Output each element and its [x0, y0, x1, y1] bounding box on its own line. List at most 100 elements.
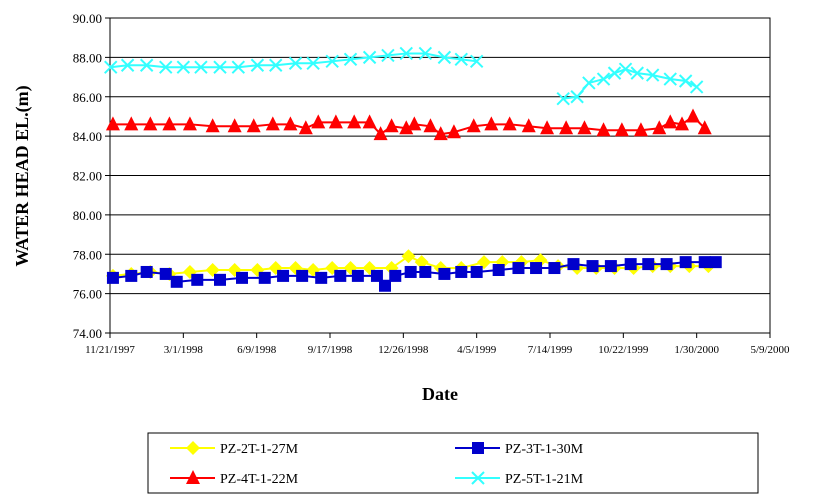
data-point: [162, 116, 177, 131]
data-point: [143, 116, 158, 131]
data-point: [548, 262, 561, 275]
data-point: [437, 50, 452, 65]
data-point: [159, 60, 173, 74]
data-point: [570, 90, 584, 104]
data-point: [679, 256, 692, 269]
data-point: [624, 258, 637, 271]
data-point: [698, 256, 711, 269]
data-point: [191, 273, 204, 286]
data-point: [384, 118, 399, 133]
data-point: [231, 60, 246, 74]
data-point: [470, 265, 483, 278]
data-point: [104, 60, 118, 74]
data-point: [159, 267, 172, 280]
data-point: [283, 116, 298, 131]
legend-label: PZ-2T-1-27M: [220, 442, 299, 457]
data-point: [176, 60, 191, 74]
y-axis-ticks: 74.00 76.00 78.00 80.00 82.00 84.00 86.00 88.00…: [73, 11, 110, 341]
data-point: [373, 126, 388, 141]
data-point: [469, 54, 484, 69]
data-point: [540, 120, 555, 135]
data-point: [466, 118, 481, 133]
data-point: [379, 279, 391, 292]
legend-marker: [186, 441, 200, 455]
legend-marker: [186, 470, 200, 484]
y-tick-label: 74.00: [73, 326, 102, 341]
legend-label: PZ-5T-1-21M: [505, 472, 584, 487]
data-point: [596, 72, 611, 86]
data-point: [362, 114, 377, 129]
x-tick-label: 9/17/1998: [308, 344, 353, 356]
legend-label: PZ-4T-1-22M: [220, 472, 299, 487]
y-tick-label: 76.00: [73, 287, 102, 302]
data-point: [370, 269, 383, 282]
data-point: [604, 260, 617, 273]
data-point: [652, 120, 667, 135]
data-point: [269, 58, 283, 72]
data-point: [521, 118, 536, 133]
data-point: [258, 271, 271, 284]
data-point: [630, 66, 644, 80]
data-point: [438, 267, 451, 280]
y-tick-label: 86.00: [73, 90, 102, 105]
data-point: [502, 116, 517, 131]
legend-label: PZ-3T-1-30M: [505, 442, 584, 457]
data-point: [697, 120, 712, 135]
data-point: [633, 122, 648, 137]
y-tick-label: 84.00: [73, 129, 102, 144]
legend-item: PZ-3T-1-30M: [455, 442, 584, 457]
data-point: [582, 76, 596, 90]
y-tick-label: 88.00: [73, 50, 102, 65]
data-point: [645, 68, 660, 82]
data-point: [577, 120, 592, 135]
data-point: [205, 118, 220, 133]
data-point: [678, 74, 693, 88]
data-point: [446, 124, 461, 139]
data-point: [214, 273, 226, 286]
data-point: [423, 118, 438, 133]
data-point: [614, 122, 629, 137]
data-point: [381, 48, 395, 63]
legend-item: PZ-2T-1-27M: [170, 441, 299, 457]
data-point: [328, 114, 343, 129]
y-tick-label: 82.00: [73, 169, 102, 184]
data-point: [530, 262, 543, 275]
data-point: [246, 118, 261, 133]
data-point: [250, 58, 265, 72]
data-point: [596, 122, 611, 137]
data-point: [105, 116, 120, 131]
data-point: [140, 265, 153, 278]
data-point: [343, 52, 358, 67]
y-tick-label: 90.00: [73, 11, 102, 26]
data-point: [205, 263, 220, 277]
data-point: [512, 262, 525, 275]
data-point: [120, 58, 135, 72]
data-point: [556, 92, 570, 106]
data-point: [418, 46, 433, 61]
data-point: [607, 66, 622, 80]
data-point: [401, 249, 416, 264]
x-tick-label: 6/9/1998: [237, 344, 277, 356]
x-tick-label: 4/5/1999: [457, 344, 497, 356]
data-point: [686, 108, 700, 123]
data-point: [194, 60, 208, 74]
x-tick-label: 1/30/2000: [674, 344, 719, 356]
y-tick-label: 78.00: [73, 247, 102, 262]
data-point: [124, 116, 139, 131]
data-point: [288, 56, 303, 70]
data-point: [559, 120, 574, 135]
y-tick-label: 80.00: [73, 208, 102, 223]
legend-marker: [471, 471, 485, 485]
data-point: [414, 255, 429, 270]
data-point: [362, 50, 377, 65]
legend-box: [147, 432, 759, 494]
x-tick-label: 3/1/1998: [164, 344, 204, 356]
data-point: [296, 269, 309, 282]
legend-item: PZ-4T-1-22M: [170, 470, 299, 487]
data-point: [484, 116, 499, 131]
series-PZ-5T-1-21M: [104, 46, 704, 106]
data-point: [334, 269, 347, 282]
data-point: [407, 116, 422, 131]
y-axis-title: WATER HEAD EL.(m): [12, 85, 33, 266]
series-PZ-4T-1-22M: [105, 108, 712, 141]
